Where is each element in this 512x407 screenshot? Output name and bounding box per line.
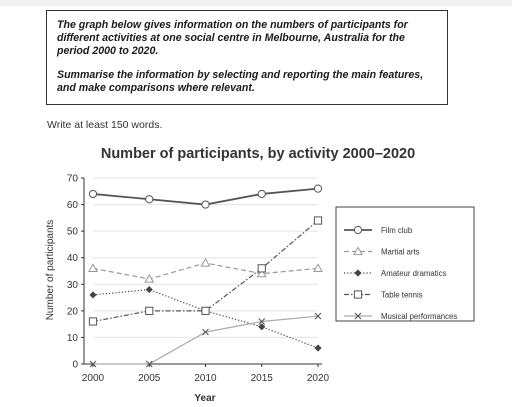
y-tick-label: 60 [67, 200, 79, 211]
y-tick-label: 50 [67, 227, 79, 238]
series-line [93, 315, 319, 365]
data-point [201, 306, 210, 315]
y-tick-label: 10 [67, 333, 79, 344]
cross-stroke [145, 360, 153, 368]
legend-entry-label: Amateur dramatics [381, 269, 447, 278]
data-point [258, 323, 266, 331]
legend-entry-label: Film club [381, 226, 413, 235]
cross-stroke [202, 328, 209, 336]
legend-swatch-marker [354, 269, 362, 277]
data-point [89, 360, 97, 368]
x-tick-label: 2005 [138, 373, 161, 384]
page-top-edge [0, 0, 512, 6]
legend-swatch-marker [353, 225, 363, 235]
data-point [313, 184, 323, 193]
axes: 0 10 20 30 40 50 60 70 2000 2005 2010 2015 2020 [67, 174, 330, 385]
task-paragraph: The graph below gives information on the… [57, 19, 408, 57]
data-point [145, 195, 154, 204]
y-tick-label: 70 [67, 174, 79, 185]
x-tick-label: 2000 [82, 373, 105, 384]
series-table-tennis [88, 216, 323, 326]
y-tick-label: 20 [67, 306, 79, 317]
data-point [145, 286, 153, 294]
data-point [314, 344, 322, 352]
series-martial-arts [88, 257, 323, 283]
x-axis-label: Year [194, 393, 215, 404]
x-tick-label: 2015 [251, 373, 274, 384]
data-point [313, 263, 323, 272]
data-point [145, 306, 154, 315]
chart-title: Number of participants, by activity 2000… [101, 146, 415, 162]
series-lines [88, 184, 323, 368]
x-tick-label: 2020 [307, 373, 330, 384]
series-film-club [88, 184, 323, 209]
legend-entry-label: Martial arts [381, 248, 420, 257]
data-point [144, 273, 155, 283]
y-axis-label: Number of participants [45, 220, 56, 321]
word-count-instruction: Write at least 150 words. [47, 119, 163, 131]
data-point [202, 328, 209, 336]
legend-box [335, 206, 475, 322]
data-point [201, 200, 210, 209]
data-point [314, 312, 322, 320]
data-point [313, 216, 323, 225]
data-point [88, 263, 98, 272]
x-tick-label: 2010 [194, 373, 217, 384]
task-description-box: The graph below gives information on the… [46, 10, 448, 105]
data-point [257, 264, 266, 273]
cross-stroke [354, 312, 362, 320]
y-tick-label: 0 [72, 360, 78, 371]
legend: Film club Martial arts Amateur dramatics Ta… [335, 206, 475, 322]
data-point [88, 317, 98, 326]
legend-swatch-marker [353, 290, 363, 299]
cross-stroke [258, 318, 266, 325]
legend-entry-label: Table tennis [381, 291, 423, 300]
data-point [257, 189, 266, 199]
cross-stroke [314, 312, 322, 320]
series-musical-performances [89, 312, 322, 368]
data-point [89, 291, 97, 299]
data-point [200, 257, 211, 267]
legend-swatch-marker [354, 312, 362, 320]
data-point [256, 268, 267, 278]
legend-swatch-marker [353, 246, 363, 256]
legend-entry-label: Musical performances [381, 312, 457, 321]
data-point [145, 360, 153, 368]
data-point [258, 318, 266, 325]
y-tick-label: 40 [67, 253, 79, 264]
cross-stroke [89, 360, 97, 368]
data-point [88, 189, 98, 199]
y-tick-label: 30 [67, 280, 79, 291]
task-paragraph: Summarise the information by selecting a… [57, 69, 424, 94]
